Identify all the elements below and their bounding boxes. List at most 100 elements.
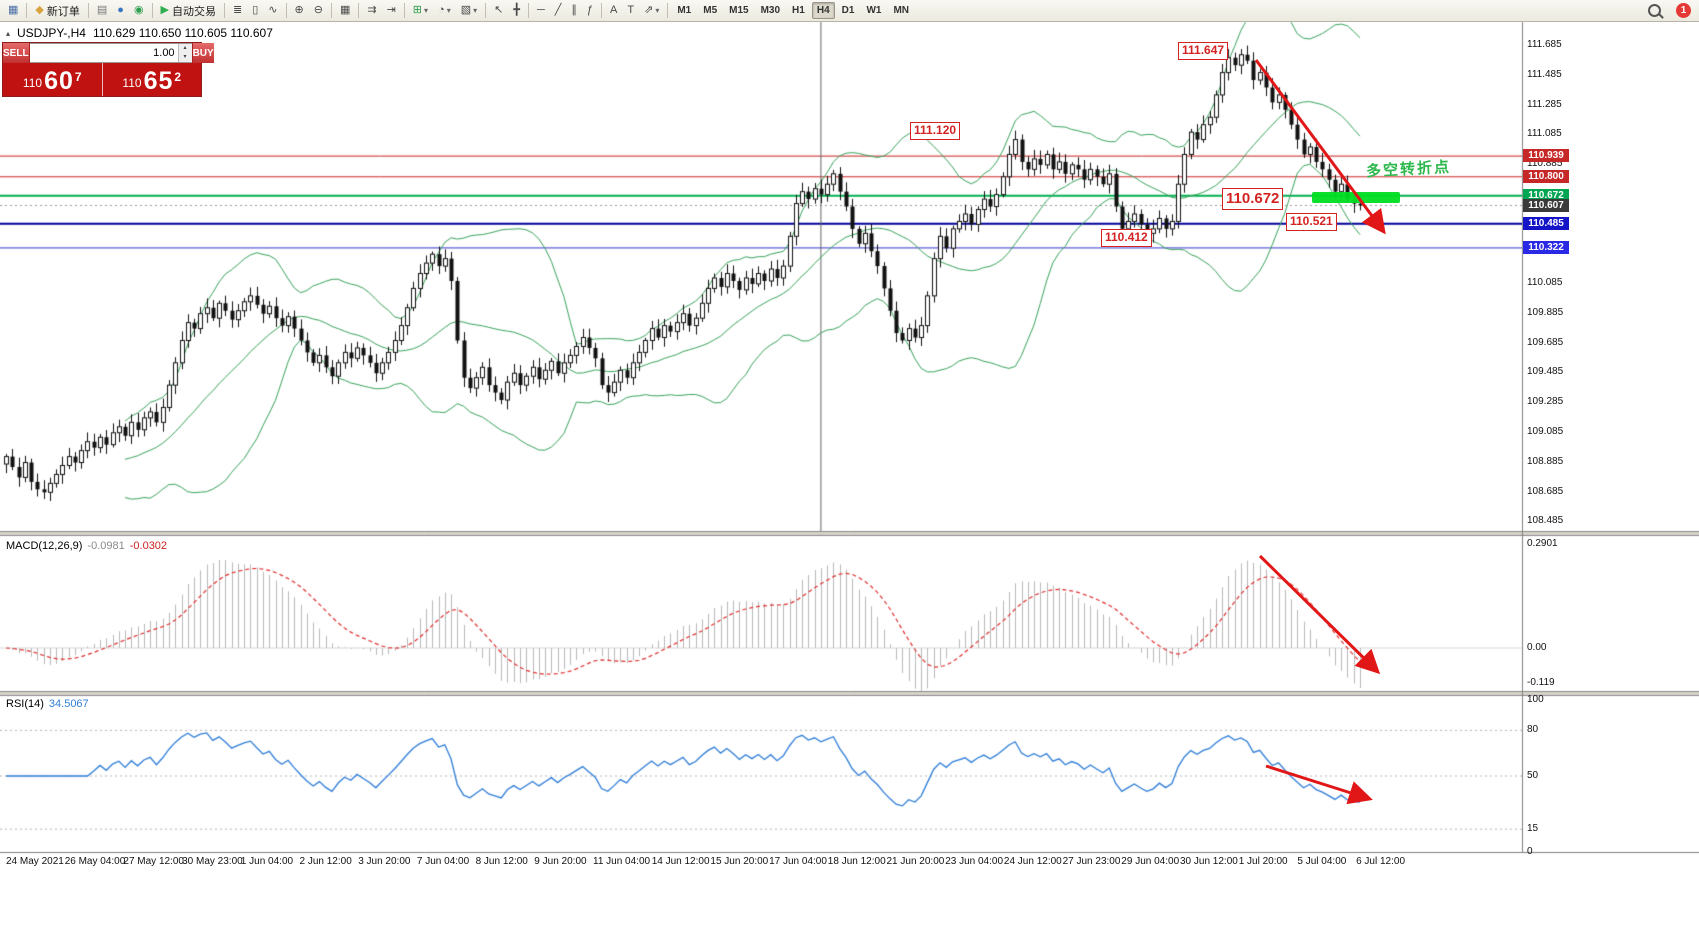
text-icon: A <box>610 4 618 16</box>
toolbar-separator <box>667 3 669 18</box>
template-button[interactable]: ▧ ▾ <box>457 1 481 21</box>
toolbar: ▦ ◆ 新订单 ▤ ● ◉ ▶ 自动交易 ≣ ▯ ∿ ⊕ ⊖ ▦ ⇉ ⇥ ⊞ ▾ ◔ ▾ ▧ ▾ ↖ ╋ ─ ╱ ∥ ƒ A T ⇗ ▾ M1… <box>0 0 1699 22</box>
timeframe-m1[interactable]: M1 <box>677 5 692 16</box>
add-indicator-icon: ⊞ <box>412 4 423 16</box>
auto-scroll-button[interactable]: ⇉ <box>363 1 380 21</box>
new-order-button-label: 新订单 <box>46 5 80 18</box>
chevron-down-icon: ▾ <box>473 6 478 15</box>
chevron-down-icon: ▾ <box>446 6 451 15</box>
toolbar-right: 1 <box>1643 1 1696 21</box>
tile-windows-button[interactable]: ▦ <box>336 1 354 21</box>
zoom-in-icon: ⊕ <box>294 4 304 16</box>
notification-badge[interactable]: 1 <box>1676 3 1691 18</box>
green-highlight-marker <box>1312 192 1400 203</box>
macd-main-value: -0.0981 <box>87 540 125 552</box>
crosshair-icon: ╋ <box>513 4 520 16</box>
line-chart-icon: ∿ <box>268 4 278 16</box>
toolbar-separator <box>358 3 360 18</box>
timeframe-m15[interactable]: M15 <box>729 5 749 16</box>
price-callout[interactable]: 110.521 <box>1286 213 1337 231</box>
macd-name: MACD(12,26,9) <box>6 540 83 552</box>
template-icon: ▧ <box>460 4 472 16</box>
chart-shift-icon: ⇥ <box>386 4 396 16</box>
crosshair-button[interactable]: ╋ <box>509 1 524 21</box>
price-callout[interactable]: 110.412 <box>1101 229 1152 247</box>
ohlc-values: 110.629 110.650 110.605 110.607 <box>92 26 273 40</box>
toolbar-separator <box>224 3 226 18</box>
sell-price[interactable]: 110 60 7 <box>3 63 102 96</box>
fibonacci-icon: ƒ <box>586 4 594 16</box>
new-chart-button[interactable]: ▦ <box>4 1 22 21</box>
volume-field: ▴ ▾ <box>29 43 192 63</box>
timeframe-h4[interactable]: H4 <box>811 2 835 19</box>
timeframe-w1[interactable]: W1 <box>866 5 882 16</box>
community-icon: ● <box>117 4 124 16</box>
horizontal-line-button[interactable]: ─ <box>533 1 549 21</box>
buy-price-pip: 2 <box>174 70 182 84</box>
text-button[interactable]: A <box>606 1 621 21</box>
toolbar-separator <box>403 3 405 18</box>
toolbar-separator <box>285 3 287 18</box>
macd-signal-value: -0.0302 <box>129 540 168 552</box>
fibonacci-button[interactable]: ƒ <box>583 1 597 21</box>
community-button[interactable]: ● <box>113 1 128 21</box>
channel-button[interactable]: ∥ <box>567 1 581 21</box>
chart-symbol-icon: ▴ <box>6 28 11 38</box>
volume-decrease-button[interactable]: ▾ <box>178 53 192 62</box>
zoom-out-button[interactable]: ⊖ <box>310 1 327 21</box>
timeframe-d1[interactable]: D1 <box>841 5 855 16</box>
chevron-down-icon: ▾ <box>424 6 429 15</box>
buy-price[interactable]: 110 65 2 <box>103 63 202 96</box>
zoom-in-button[interactable]: ⊕ <box>291 1 308 21</box>
trendline-icon: ╱ <box>554 4 562 16</box>
timeframe-m5[interactable]: M5 <box>703 5 718 16</box>
chart-profiles-button[interactable]: ▤ <box>93 1 111 21</box>
timeframe-m30[interactable]: M30 <box>760 5 781 16</box>
buy-price-prefix: 110 <box>122 76 142 90</box>
search-button[interactable] <box>1644 1 1665 21</box>
line-chart-button[interactable]: ∿ <box>264 1 281 21</box>
chart-shift-button[interactable]: ⇥ <box>383 1 400 21</box>
period-button[interactable]: ◔ ▾ <box>434 1 455 21</box>
toolbar-separator <box>485 3 487 18</box>
volume-input[interactable] <box>29 44 178 62</box>
bar-chart-button[interactable]: ≣ <box>229 1 246 21</box>
trendline-button[interactable]: ╱ <box>551 1 566 21</box>
price-callout[interactable]: 111.647 <box>1178 42 1229 60</box>
auto-trading-button[interactable]: ▶ 自动交易 <box>157 1 220 21</box>
chevron-down-icon: ▾ <box>655 6 660 15</box>
price-callout[interactable]: 111.120 <box>910 122 961 140</box>
buy-button[interactable]: BUY <box>191 43 214 63</box>
mql5-icon: ◉ <box>133 4 144 16</box>
timeframe-h1[interactable]: H1 <box>792 5 805 16</box>
auto-trading-button-label: 自动交易 <box>172 5 217 18</box>
symbol-title: USDJPY-,H4 <box>17 26 86 40</box>
cursor-button[interactable]: ↖ <box>490 1 507 21</box>
toolbar-separator <box>87 3 89 18</box>
toolbar-separator <box>26 3 28 18</box>
trade-panel-top-row: SELL ▴ ▾ BUY <box>3 43 214 63</box>
auto-scroll-icon: ⇉ <box>367 4 377 16</box>
arrows-button[interactable]: ⇗ ▾ <box>640 1 663 21</box>
price-callout[interactable]: 110.672 <box>1222 188 1284 210</box>
search-icon <box>1648 4 1661 17</box>
label-button[interactable]: T <box>623 1 638 21</box>
horizontal-line-icon: ─ <box>536 4 545 16</box>
chart-title: ▴ USDJPY-,H4 110.629 110.650 110.605 110… <box>6 26 273 40</box>
sell-price-prefix: 110 <box>22 76 43 90</box>
timeframe-mn[interactable]: MN <box>893 5 909 16</box>
sell-button[interactable]: SELL <box>3 43 30 63</box>
chart-profiles-icon: ▤ <box>96 4 108 16</box>
new-order-button[interactable]: ◆ 新订单 <box>31 1 83 21</box>
auto-trading-icon: ▶ <box>160 4 170 16</box>
volume-increase-button[interactable]: ▴ <box>178 44 192 53</box>
mql5-button[interactable]: ◉ <box>130 1 148 21</box>
new-order-icon: ◆ <box>35 4 44 16</box>
add-indicator-button[interactable]: ⊞ ▾ <box>409 1 432 21</box>
sell-price-big: 60 <box>44 67 74 95</box>
tile-windows-icon: ▦ <box>339 4 351 16</box>
trade-panel-prices: 110 60 7 110 65 2 <box>3 63 201 96</box>
candle-chart-button[interactable]: ▯ <box>248 1 262 21</box>
